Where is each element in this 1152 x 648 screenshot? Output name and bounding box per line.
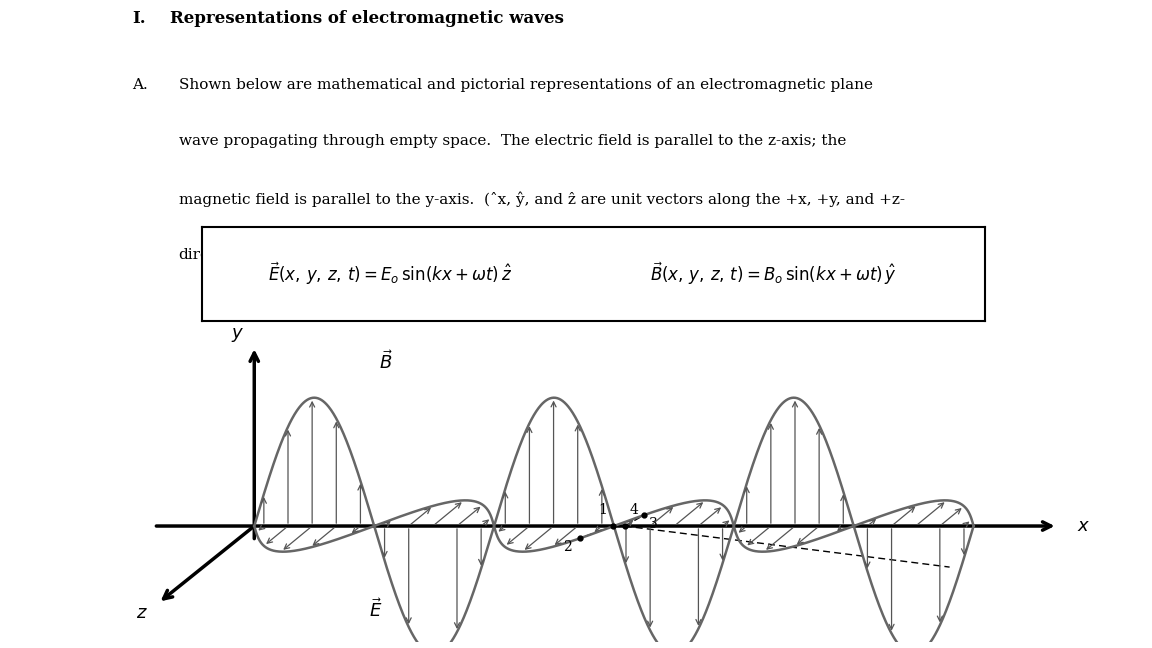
Text: $\vec{E}(x,\, y,\, z,\, t) = E_o\,\mathrm{sin}(kx + \omega t)\,\hat{z}$: $\vec{E}(x,\, y,\, z,\, t) = E_o\,\mathr… <box>267 260 511 287</box>
Text: A.: A. <box>132 78 149 92</box>
Text: $\vec{B}$: $\vec{B}$ <box>379 351 393 373</box>
Text: magnetic field is parallel to the y-axis.  (ˆx, ŷ, and ẑ are unit vectors along : magnetic field is parallel to the y-axis… <box>179 191 904 207</box>
Text: $x$: $x$ <box>1077 517 1090 535</box>
Text: wave propagating through empty space.  The electric field is parallel to the z-a: wave propagating through empty space. Th… <box>179 135 846 148</box>
Text: Shown below are mathematical and pictorial representations of an electromagnetic: Shown below are mathematical and pictori… <box>179 78 872 92</box>
Text: I.: I. <box>132 10 146 27</box>
Text: Representations of electromagnetic waves: Representations of electromagnetic waves <box>170 10 564 27</box>
Text: $\vec{B}(x,\, y,\, z,\, t) = B_o\,\mathrm{sin}(kx + \omega t)\,\hat{y}$: $\vec{B}(x,\, y,\, z,\, t) = B_o\,\mathr… <box>650 260 897 287</box>
Text: 3: 3 <box>650 517 658 531</box>
Text: $\vec{E}$: $\vec{E}$ <box>370 598 382 621</box>
Text: $z$: $z$ <box>136 605 147 622</box>
Text: 4: 4 <box>630 503 638 518</box>
Text: 2: 2 <box>563 540 573 554</box>
Text: 1: 1 <box>599 503 607 518</box>
Text: $y$: $y$ <box>230 326 244 344</box>
Text: directions.): directions.) <box>179 248 266 262</box>
